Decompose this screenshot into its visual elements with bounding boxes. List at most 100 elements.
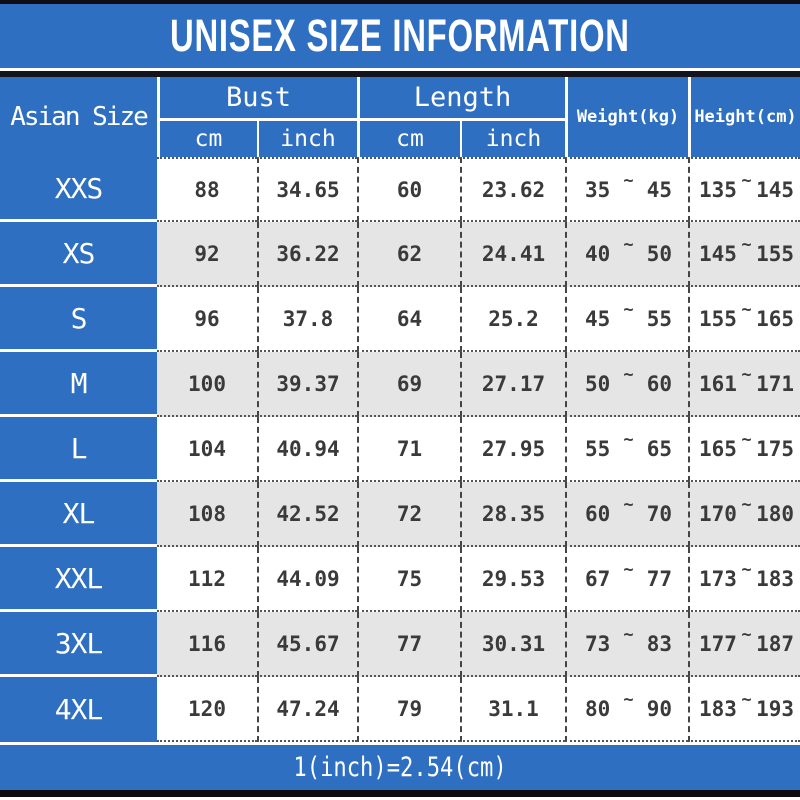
height-min: 170 bbox=[699, 501, 737, 526]
weight-max: 77 bbox=[646, 566, 672, 591]
tilde-glyph: ~ bbox=[623, 299, 634, 320]
table-row-s: S 96 37.8 64 25.2 45 ~ 55 155 ~ 165 bbox=[0, 287, 800, 352]
table-row-xxl: XXL 112 44.09 75 29.53 67 ~ 77 173 ~ 183 bbox=[0, 547, 800, 612]
height-min: 145 bbox=[699, 241, 737, 266]
table-row-xxs: XXS 88 34.65 60 23.62 35 ~ 45 135 ~ 145 bbox=[0, 157, 800, 222]
length-cm-cell: 75 bbox=[357, 547, 460, 612]
height-range-cell: 155 ~ 165 bbox=[688, 287, 800, 352]
tilde-glyph: ~ bbox=[741, 299, 752, 320]
length-cm-cell: 71 bbox=[357, 417, 460, 482]
size-cell: XXL bbox=[0, 547, 157, 612]
header-height: Height(cm) bbox=[688, 77, 800, 157]
tilde-glyph: ~ bbox=[623, 364, 634, 385]
bust-inch-cell: 39.37 bbox=[257, 352, 357, 417]
height-min: 135 bbox=[699, 177, 737, 202]
height-max: 165 bbox=[756, 306, 794, 331]
bust-inch-cell: 36.22 bbox=[257, 222, 357, 287]
size-cell: XS bbox=[0, 222, 157, 287]
weight-range-cell: 50 ~ 60 bbox=[565, 352, 688, 417]
weight-min: 60 bbox=[585, 501, 611, 526]
tilde-glyph: ~ bbox=[741, 429, 752, 450]
height-range-cell: 135 ~ 145 bbox=[688, 157, 800, 222]
table-row-xl: XL 108 42.52 72 28.35 60 ~ 70 170 ~ 180 bbox=[0, 482, 800, 547]
height-max: 145 bbox=[756, 177, 794, 202]
tilde-glyph: ~ bbox=[623, 624, 634, 645]
weight-range-cell: 55 ~ 65 bbox=[565, 417, 688, 482]
height-min: 161 bbox=[699, 371, 737, 396]
weight-range-cell: 40 ~ 50 bbox=[565, 222, 688, 287]
table-row-l: L 104 40.94 71 27.95 55 ~ 65 165 ~ 175 bbox=[0, 417, 800, 482]
height-range-cell: 183 ~ 193 bbox=[688, 677, 800, 742]
title-divider bbox=[0, 71, 800, 77]
tilde-glyph: ~ bbox=[741, 170, 752, 191]
length-cm-cell: 60 bbox=[357, 157, 460, 222]
height-min: 155 bbox=[699, 306, 737, 331]
tilde-glyph: ~ bbox=[623, 494, 634, 515]
length-cm-cell: 77 bbox=[357, 612, 460, 677]
bust-inch-cell: 40.94 bbox=[257, 417, 357, 482]
size-cell: 3XL bbox=[0, 612, 157, 677]
weight-max: 45 bbox=[646, 177, 672, 202]
bust-cm-cell: 96 bbox=[157, 287, 257, 352]
bottom-frame-bar bbox=[0, 790, 800, 797]
top-frame-bar bbox=[0, 0, 800, 4]
bust-cm-cell: 100 bbox=[157, 352, 257, 417]
weight-max: 60 bbox=[646, 371, 672, 396]
table-body: XXS 88 34.65 60 23.62 35 ~ 45 135 ~ 145 … bbox=[0, 157, 800, 742]
bust-cm-cell: 92 bbox=[157, 222, 257, 287]
length-inch-cell: 29.53 bbox=[460, 547, 565, 612]
height-min: 173 bbox=[699, 566, 737, 591]
length-inch-cell: 23.62 bbox=[460, 157, 565, 222]
length-cm-cell: 64 bbox=[357, 287, 460, 352]
header-length-inch: inch bbox=[460, 121, 565, 157]
height-range-cell: 170 ~ 180 bbox=[688, 482, 800, 547]
length-cm-cell: 69 bbox=[357, 352, 460, 417]
size-cell: L bbox=[0, 417, 157, 482]
table-row-m: M 100 39.37 69 27.17 50 ~ 60 161 ~ 171 bbox=[0, 352, 800, 417]
bust-cm-cell: 120 bbox=[157, 677, 257, 742]
bust-cm-cell: 88 bbox=[157, 157, 257, 222]
weight-min: 50 bbox=[585, 371, 611, 396]
length-cm-cell: 79 bbox=[357, 677, 460, 742]
tilde-glyph: ~ bbox=[623, 170, 634, 191]
length-inch-cell: 28.35 bbox=[460, 482, 565, 547]
header-length-cm: cm bbox=[357, 121, 460, 157]
length-inch-cell: 27.17 bbox=[460, 352, 565, 417]
weight-min: 67 bbox=[585, 566, 611, 591]
height-max: 187 bbox=[756, 631, 794, 656]
tilde-glyph: ~ bbox=[623, 429, 634, 450]
size-cell: S bbox=[0, 287, 157, 352]
weight-min: 35 bbox=[585, 177, 611, 202]
tilde-glyph: ~ bbox=[741, 689, 752, 710]
tilde-glyph: ~ bbox=[741, 364, 752, 385]
weight-min: 55 bbox=[585, 436, 611, 461]
header-length-group: Length bbox=[357, 77, 565, 121]
header-bust-group: Bust bbox=[157, 77, 357, 121]
height-min: 165 bbox=[699, 436, 737, 461]
bust-inch-cell: 34.65 bbox=[257, 157, 357, 222]
size-cell: XXS bbox=[0, 157, 157, 222]
bust-inch-cell: 45.67 bbox=[257, 612, 357, 677]
height-min: 177 bbox=[699, 631, 737, 656]
weight-range-cell: 67 ~ 77 bbox=[565, 547, 688, 612]
conversion-note: 1(inch)=2.54(cm) bbox=[293, 752, 507, 783]
tilde-glyph: ~ bbox=[741, 624, 752, 645]
size-cell: M bbox=[0, 352, 157, 417]
footer-band: 1(inch)=2.54(cm) bbox=[0, 742, 800, 790]
height-range-cell: 165 ~ 175 bbox=[688, 417, 800, 482]
height-max: 175 bbox=[756, 436, 794, 461]
weight-min: 73 bbox=[585, 631, 611, 656]
height-range-cell: 173 ~ 183 bbox=[688, 547, 800, 612]
height-min: 183 bbox=[699, 696, 737, 721]
height-range-cell: 177 ~ 187 bbox=[688, 612, 800, 677]
page-title: UNISEX SIZE INFORMATION bbox=[170, 10, 630, 61]
length-inch-cell: 25.2 bbox=[460, 287, 565, 352]
weight-range-cell: 45 ~ 55 bbox=[565, 287, 688, 352]
header-weight: Weight(kg) bbox=[565, 77, 688, 157]
length-inch-cell: 27.95 bbox=[460, 417, 565, 482]
tilde-glyph: ~ bbox=[741, 494, 752, 515]
bust-inch-cell: 37.8 bbox=[257, 287, 357, 352]
length-cm-cell: 72 bbox=[357, 482, 460, 547]
table-row-3xl: 3XL 116 45.67 77 30.31 73 ~ 83 177 ~ 187 bbox=[0, 612, 800, 677]
